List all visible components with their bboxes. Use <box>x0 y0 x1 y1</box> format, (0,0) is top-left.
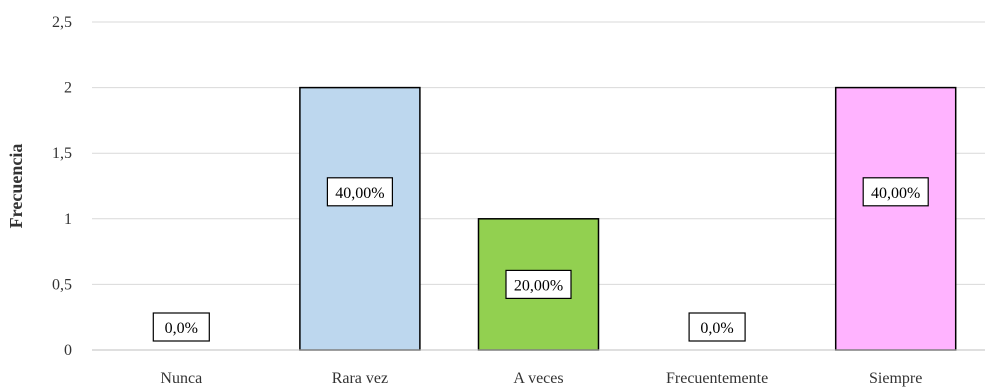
y-tick-label: 2 <box>64 80 72 97</box>
x-category-label: Rara vez <box>332 370 388 387</box>
data-label-box <box>326 177 393 207</box>
y-axis-ticks: 0 0,5 1 1,5 2 2,5 <box>52 14 72 359</box>
x-category-label: Frecuentemente <box>666 370 768 387</box>
data-label: 20,00% <box>505 269 572 299</box>
y-tick-label: 0 <box>64 342 72 359</box>
x-category-label: Siempre <box>869 370 922 387</box>
y-tick-label: 2,5 <box>52 14 72 31</box>
bar <box>299 86 421 351</box>
data-label: 0,0% <box>152 312 210 342</box>
data-label-text: 20,00% <box>514 277 563 294</box>
x-axis-categories: Nunca Rara vez A veces Frecuentemente Siempr… <box>160 370 922 387</box>
data-label-text: 0,0% <box>165 320 198 337</box>
data-label: 40,00% <box>862 177 929 207</box>
y-tick-label: 1 <box>64 211 72 228</box>
bars: 0,0% 40,00% 20,00% 0,0% 40,00% <box>152 86 957 351</box>
y-axis-title: Frecuencia <box>6 144 26 229</box>
x-category-label: Nunca <box>160 370 202 387</box>
data-label-box <box>688 312 746 342</box>
y-tick-label: 0,5 <box>52 276 72 293</box>
data-label-box <box>505 269 572 299</box>
data-label-text: 40,00% <box>871 185 920 202</box>
data-label-text: 40,00% <box>335 185 384 202</box>
data-label: 40,00% <box>326 177 393 207</box>
data-label-box <box>152 312 210 342</box>
bar <box>834 86 957 351</box>
y-tick-label: 1,5 <box>52 145 72 162</box>
data-label-box <box>862 177 929 207</box>
x-category-label: A veces <box>513 370 563 387</box>
data-label-text: 0,0% <box>700 320 733 337</box>
data-label: 0,0% <box>688 312 746 342</box>
